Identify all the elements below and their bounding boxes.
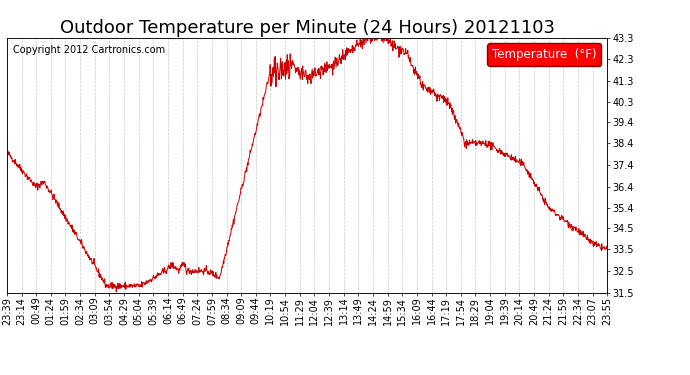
Text: Copyright 2012 Cartronics.com: Copyright 2012 Cartronics.com — [13, 45, 165, 55]
Title: Outdoor Temperature per Minute (24 Hours) 20121103: Outdoor Temperature per Minute (24 Hours… — [59, 20, 555, 38]
Legend: Temperature  (°F): Temperature (°F) — [487, 44, 601, 66]
